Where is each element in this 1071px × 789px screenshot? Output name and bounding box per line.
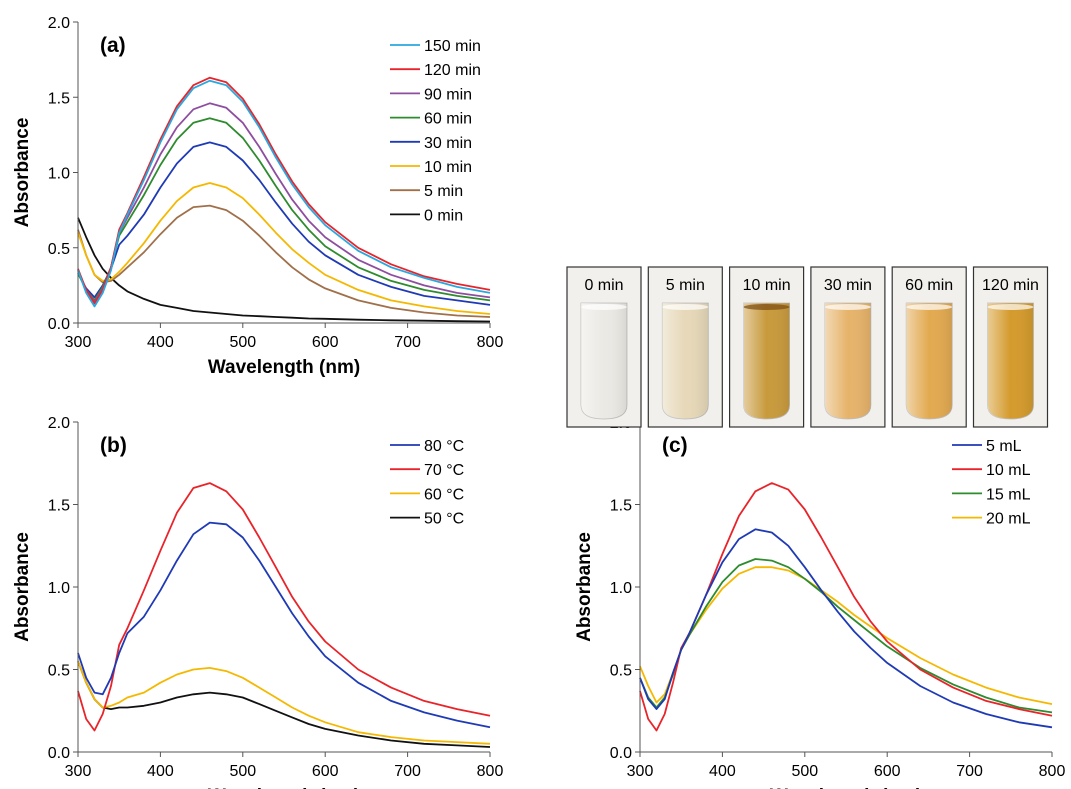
tube-gloss	[581, 303, 627, 419]
chart-panel: 0.00.51.01.52.0300400500600700800Wavelen…	[574, 415, 1065, 789]
legend-label: 0 min	[424, 207, 463, 224]
legend-label: 150 min	[424, 38, 481, 55]
tube-gloss	[906, 303, 953, 419]
series-line	[77, 521, 491, 729]
series-line	[639, 566, 1053, 705]
y-tick-label: 0.5	[48, 663, 70, 680]
legend-label: 10 mL	[986, 462, 1031, 479]
meniscus	[987, 304, 1034, 310]
x-axis-title: Wavelength (nm)	[208, 357, 360, 378]
x-axis-title: Wavelength (nm)	[208, 786, 360, 789]
photo-panel: 0 min 5 min 10 min 30 min 60 min 120 min	[566, 266, 1049, 428]
x-tick-label: 400	[147, 763, 174, 780]
x-tick-label: 300	[65, 334, 92, 351]
meniscus	[743, 304, 790, 310]
y-tick-label: 1.0	[48, 580, 70, 597]
x-tick-label: 400	[147, 334, 174, 351]
x-tick-label: 700	[956, 763, 983, 780]
panel-label: (c)	[662, 434, 688, 457]
chart-panel: 0.0 0.5 1.0 1.5 2.0 300 400 500 600 700 800 Wavelen…	[12, 15, 503, 378]
meniscus	[662, 304, 709, 310]
legend-label: 80 °C	[424, 438, 464, 455]
y-tick-label: 2.0	[48, 415, 70, 432]
y-tick-label: 1.5	[48, 498, 70, 515]
series-line	[77, 217, 491, 323]
legend-label: 5 mL	[986, 438, 1022, 455]
series-line	[77, 660, 491, 748]
series-line	[77, 660, 491, 745]
y-tick-label: 1.0	[610, 580, 632, 597]
meniscus	[824, 304, 871, 310]
series-line	[77, 182, 491, 315]
y-tick-label: 0.0	[610, 745, 632, 762]
x-tick-label: 600	[312, 763, 339, 780]
tube-gloss	[987, 303, 1034, 419]
x-tick-label: 600	[874, 763, 901, 780]
meniscus	[906, 304, 953, 310]
x-tick-label: 500	[791, 763, 818, 780]
x-tick-label: 800	[477, 763, 504, 780]
x-tick-label: 500	[229, 763, 256, 780]
series-line	[77, 76, 491, 305]
y-tick-label: 1.5	[48, 90, 70, 107]
photo-label: 120 min	[982, 277, 1039, 294]
series-line	[77, 482, 491, 732]
chart-panel: 0.0 0.5 1.0 1.5 2.0 300 400 500 600 700 800 Wavelen…	[12, 415, 503, 789]
tube-gloss	[824, 303, 871, 419]
meniscus	[581, 304, 627, 310]
y-axis-title: Absorbance	[574, 532, 595, 642]
photo-label: 0 min	[584, 277, 623, 294]
legend-label: 60 min	[424, 111, 472, 128]
x-tick-label: 500	[229, 334, 256, 351]
panel-label: (a)	[100, 34, 126, 57]
x-tick-label: 700	[394, 763, 421, 780]
y-axis-title: Absorbance	[12, 532, 33, 642]
y-tick-label: 0.0	[48, 745, 70, 762]
legend-label: 60 °C	[424, 486, 464, 503]
tube-gloss	[662, 303, 709, 419]
photo-label: 10 min	[743, 277, 791, 294]
y-tick-label: 0.5	[610, 663, 632, 680]
y-tick-label: 0.5	[48, 241, 70, 258]
tube-gloss	[743, 303, 790, 419]
x-tick-label: 300	[65, 763, 92, 780]
legend-label: 15 mL	[986, 486, 1031, 503]
x-tick-label: 300	[627, 763, 654, 780]
y-tick-label: 2.0	[48, 15, 70, 32]
x-tick-label: 800	[477, 334, 504, 351]
x-tick-label: 700	[394, 334, 421, 351]
photo-label: 60 min	[905, 277, 953, 294]
x-tick-label: 800	[1039, 763, 1066, 780]
x-axis-title: Wavelength (nm)	[770, 786, 922, 789]
x-tick-label: 400	[709, 763, 736, 780]
legend-label: 20 mL	[986, 511, 1031, 528]
y-tick-label: 1.0	[48, 166, 70, 183]
series-line	[639, 482, 1053, 732]
legend-label: 70 °C	[424, 462, 464, 479]
y-axis-title: Absorbance	[12, 118, 33, 228]
photo-label: 30 min	[824, 277, 872, 294]
series-line	[77, 79, 491, 308]
x-tick-label: 600	[312, 334, 339, 351]
photo-label: 5 min	[666, 277, 705, 294]
series-line	[639, 528, 1053, 729]
y-tick-label: 1.5	[610, 498, 632, 515]
legend-label: 30 min	[424, 135, 472, 152]
legend-label: 90 min	[424, 86, 472, 103]
legend-label: 120 min	[424, 62, 481, 79]
y-tick-label: 0.0	[48, 316, 70, 333]
legend-label: 5 min	[424, 183, 463, 200]
panel-label: (b)	[100, 434, 127, 457]
legend-label: 10 min	[424, 159, 472, 176]
series-line	[77, 204, 491, 318]
legend-label: 50 °C	[424, 511, 464, 528]
